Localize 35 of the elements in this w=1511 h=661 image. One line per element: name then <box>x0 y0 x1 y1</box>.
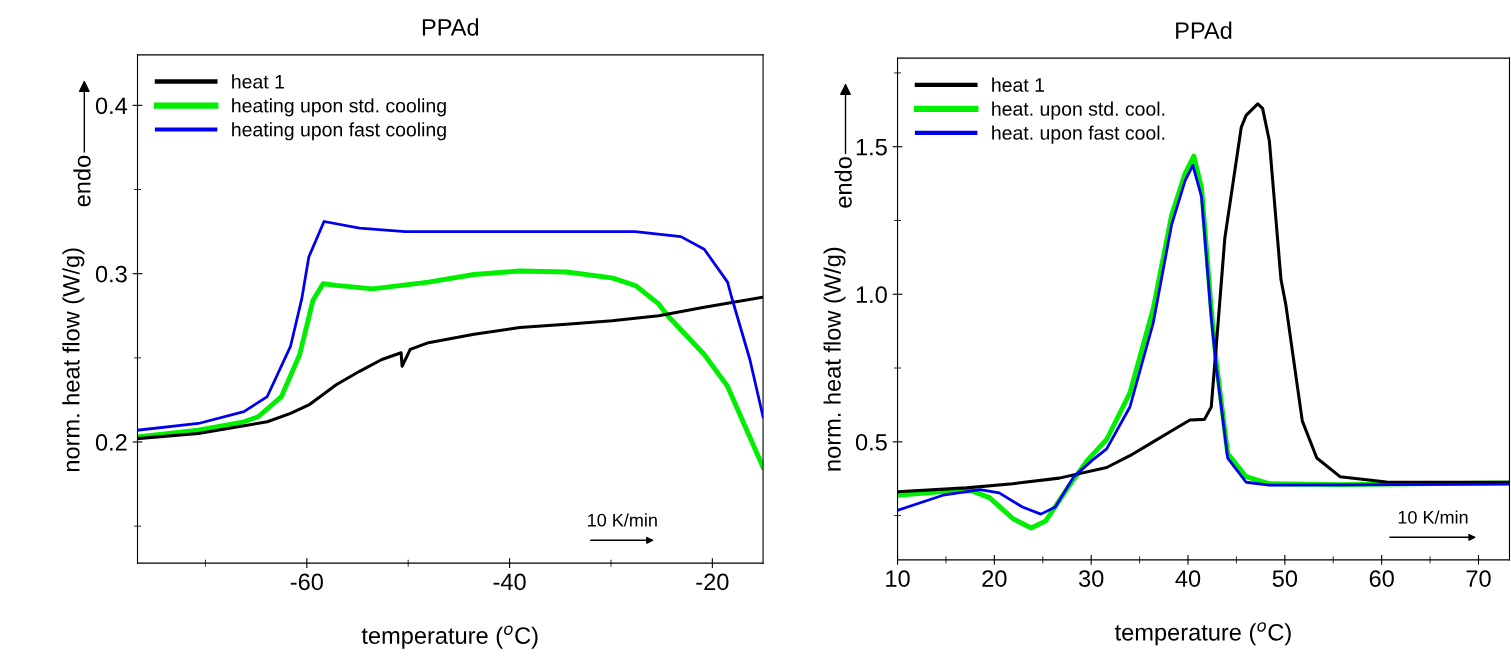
x-tick-label: 40 <box>1175 570 1201 587</box>
line-series <box>897 102 1510 494</box>
legend-label: heat. upon fast cool. <box>992 125 1165 144</box>
x-tick-label: -20 <box>696 573 729 591</box>
text: endo <box>73 155 91 207</box>
line-series <box>137 268 764 470</box>
x-tick-label: 70 <box>1466 570 1491 587</box>
x-axis-title: temperature ($^{o}$C) <box>361 625 538 649</box>
legend-label: heat. upon std. cool. <box>992 101 1165 120</box>
y-tick-label: 0.4 <box>95 97 128 115</box>
legend-label: heat 1 <box>992 77 1044 92</box>
annotation: 10 K/min <box>588 513 657 527</box>
x-tick-label: 10 <box>886 570 910 587</box>
text: endo <box>834 157 852 208</box>
legend-label: heating upon std. cooling <box>232 98 446 117</box>
y-tick-label: 1.0 <box>856 286 887 304</box>
x-tick-label: 30 <box>1078 570 1104 587</box>
x-tick-label: -40 <box>493 573 526 591</box>
x-tick-label: 50 <box>1272 570 1298 587</box>
legend-label: heating upon fast cooling <box>232 122 446 141</box>
annotation: 10 K/min <box>1398 510 1468 524</box>
y-tick-label: 0.2 <box>95 434 127 451</box>
chart-title: PPAd <box>1176 21 1232 39</box>
y-axis-title: norm. heat flow (W/g) <box>62 248 85 472</box>
x-tick-label: -60 <box>290 573 323 591</box>
x-tick-label: 60 <box>1369 570 1394 587</box>
x-tick-label: 20 <box>982 570 1007 587</box>
y-tick-label: 0.3 <box>95 265 127 283</box>
line-series <box>137 220 764 432</box>
y-tick-label: 0.5 <box>855 433 887 451</box>
y-tick-label: 1.5 <box>856 139 887 156</box>
legend-label: heat 1 <box>232 74 284 89</box>
y-axis-title: norm. heat flow (W/g) <box>823 247 846 471</box>
x-axis-title: temperature ($^{o}$C) <box>1114 622 1291 646</box>
chart-title: PPAd <box>422 18 479 36</box>
